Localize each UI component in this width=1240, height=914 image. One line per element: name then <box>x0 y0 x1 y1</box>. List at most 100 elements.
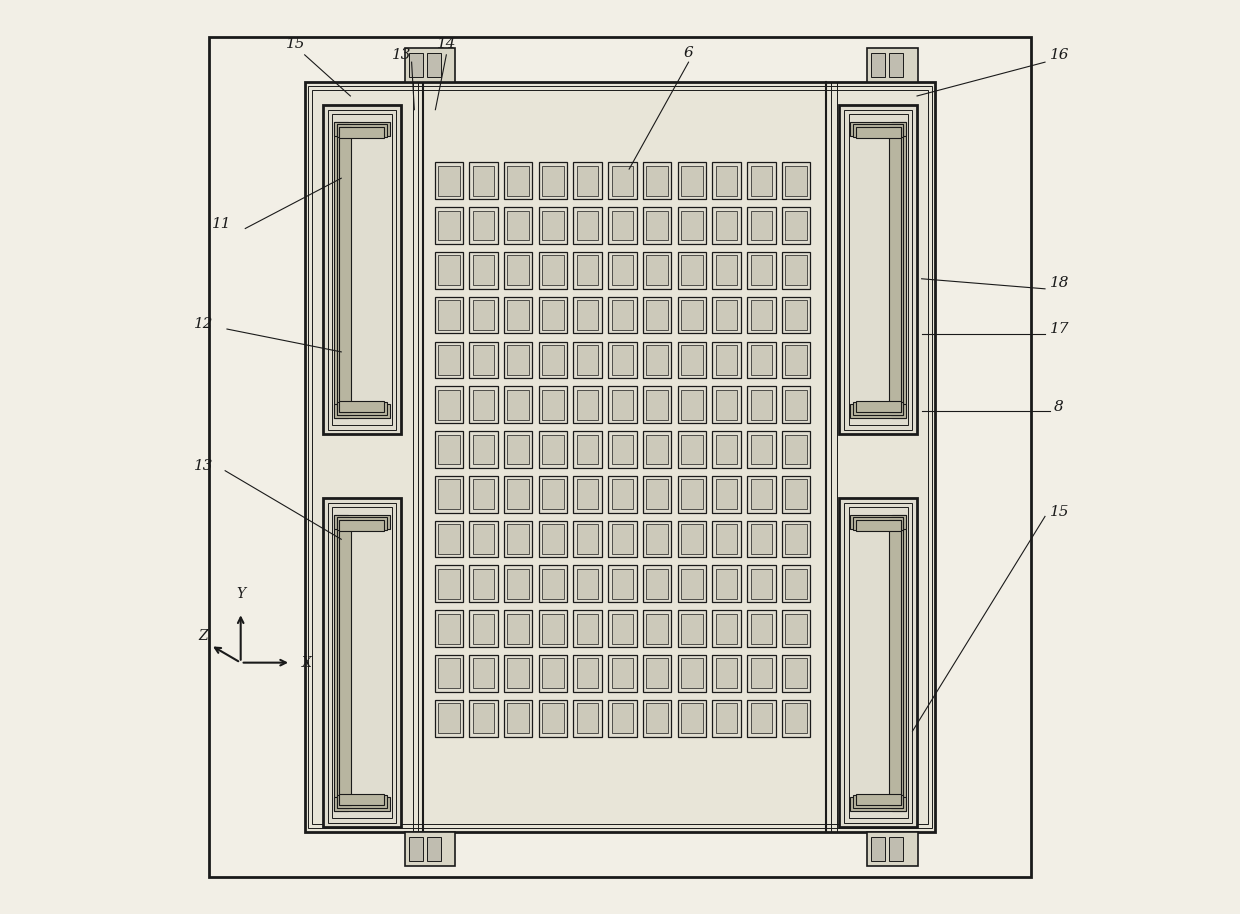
Bar <box>438 300 460 330</box>
Bar <box>642 655 671 692</box>
Bar <box>434 342 463 378</box>
Bar <box>785 479 807 509</box>
Bar <box>746 387 775 423</box>
Bar <box>538 342 567 378</box>
Bar <box>577 569 599 599</box>
Bar <box>715 569 738 599</box>
Bar <box>538 431 567 468</box>
Bar <box>646 434 668 464</box>
Bar <box>642 342 671 378</box>
Bar <box>715 300 738 330</box>
Bar <box>611 300 634 330</box>
Bar <box>322 105 401 434</box>
Bar <box>782 297 810 334</box>
Bar <box>677 207 706 244</box>
Bar <box>507 389 529 420</box>
Bar <box>712 252 740 289</box>
Bar <box>889 520 900 805</box>
Bar <box>469 163 497 199</box>
Bar <box>750 479 773 509</box>
Bar <box>573 163 601 199</box>
Bar <box>337 517 350 808</box>
Bar <box>334 122 348 418</box>
Bar <box>608 521 636 558</box>
Bar <box>681 658 703 688</box>
Bar <box>434 655 463 692</box>
Bar <box>577 613 599 643</box>
Bar <box>507 434 529 464</box>
Bar <box>642 163 671 199</box>
Bar <box>782 431 810 468</box>
Bar <box>573 655 601 692</box>
Bar <box>715 524 738 554</box>
Bar <box>542 479 564 509</box>
Bar <box>715 255 738 285</box>
Bar <box>503 611 532 647</box>
Bar <box>750 165 773 196</box>
Bar <box>608 387 636 423</box>
Bar <box>577 389 599 420</box>
Bar <box>785 658 807 688</box>
Bar <box>646 255 668 285</box>
Bar <box>677 521 706 558</box>
Bar <box>867 832 918 866</box>
Bar <box>889 127 900 412</box>
Bar <box>434 297 463 334</box>
Bar <box>715 479 738 509</box>
Bar <box>844 503 913 823</box>
Bar <box>312 90 928 824</box>
Bar <box>785 210 807 240</box>
Bar <box>611 479 634 509</box>
Bar <box>438 569 460 599</box>
Bar <box>681 569 703 599</box>
Bar <box>712 297 740 334</box>
Bar <box>305 82 935 832</box>
Bar <box>712 207 740 244</box>
Bar <box>337 795 387 808</box>
Bar <box>309 86 931 828</box>
Bar <box>503 207 532 244</box>
Bar <box>782 521 810 558</box>
Bar <box>503 431 532 468</box>
Bar <box>608 611 636 647</box>
Bar <box>542 345 564 375</box>
Bar <box>782 163 810 199</box>
Bar <box>469 431 497 468</box>
Bar <box>337 124 387 137</box>
Bar <box>646 389 668 420</box>
Bar <box>677 566 706 602</box>
Bar <box>646 210 668 240</box>
Bar <box>611 165 634 196</box>
Bar <box>750 345 773 375</box>
Bar <box>746 252 775 289</box>
Bar <box>715 703 738 733</box>
Bar <box>642 387 671 423</box>
Bar <box>839 105 918 434</box>
Bar <box>434 700 463 737</box>
Bar <box>646 613 668 643</box>
Bar <box>503 566 532 602</box>
Bar <box>642 431 671 468</box>
Bar <box>646 165 668 196</box>
Text: 17: 17 <box>1049 322 1069 336</box>
Bar <box>434 387 463 423</box>
Bar <box>608 476 636 513</box>
Bar <box>611 389 634 420</box>
Text: 8: 8 <box>1054 399 1064 414</box>
Bar <box>608 431 636 468</box>
Bar <box>782 207 810 244</box>
Bar <box>715 613 738 643</box>
Bar <box>542 300 564 330</box>
Bar <box>469 387 497 423</box>
Bar <box>438 165 460 196</box>
Bar <box>434 611 463 647</box>
Bar <box>332 507 392 818</box>
Bar <box>538 476 567 513</box>
Bar <box>712 566 740 602</box>
Bar <box>746 163 775 199</box>
Bar <box>750 434 773 464</box>
Bar <box>681 210 703 240</box>
Bar <box>434 476 463 513</box>
Bar <box>434 163 463 199</box>
Bar <box>642 297 671 334</box>
